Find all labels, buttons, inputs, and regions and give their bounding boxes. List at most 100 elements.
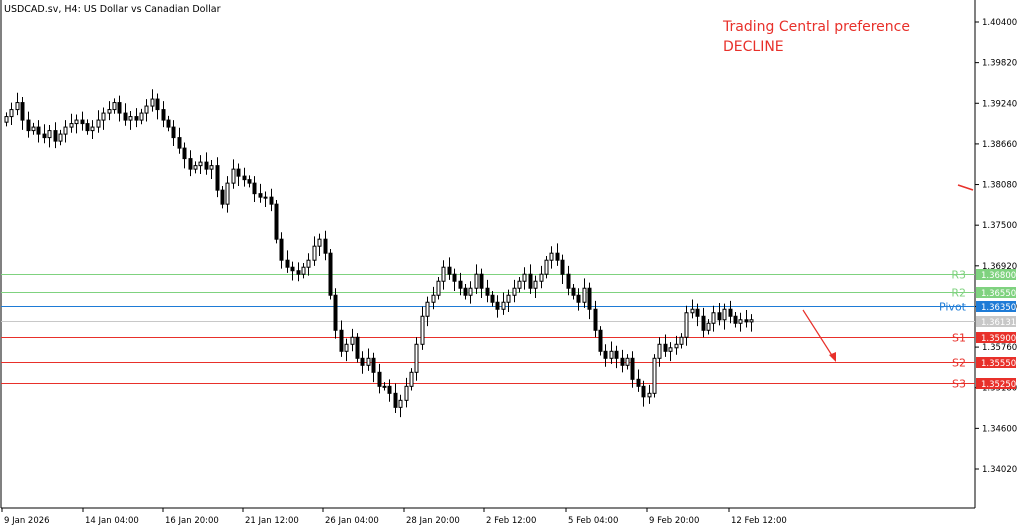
- candle: [587, 282, 592, 320]
- candle: [296, 262, 301, 282]
- level-name-s3: S3: [952, 378, 966, 391]
- candle: [177, 127, 182, 154]
- level-name-s2: S2: [952, 357, 966, 370]
- candle: [42, 124, 47, 144]
- time-axis: 9 Jan 2026 14 Jan 04:00 16 Jan 20:00 21 Jan…: [1, 508, 787, 526]
- candle: [350, 328, 355, 352]
- candle: [571, 284, 576, 300]
- candle: [474, 264, 479, 294]
- candle: [269, 188, 274, 212]
- candle: [20, 96, 25, 130]
- preference-title: Trading Central preference: [722, 19, 910, 35]
- candle: [128, 110, 133, 130]
- candle: [441, 260, 446, 290]
- candle: [620, 349, 625, 373]
- candle: [306, 253, 311, 276]
- candle: [744, 309, 749, 328]
- price-tick-label: 1.34600: [982, 424, 1017, 434]
- level-name-r3: R3: [951, 269, 966, 282]
- candle: [674, 335, 679, 355]
- candle: [182, 142, 187, 169]
- candle: [404, 377, 409, 408]
- candle: [107, 101, 112, 121]
- candle: [236, 163, 241, 186]
- level-price-label: 1.35900: [981, 334, 1016, 344]
- candle: [161, 101, 166, 128]
- preference-direction: DECLINE: [723, 39, 784, 55]
- candle: [85, 119, 90, 135]
- candle: [641, 380, 646, 407]
- time-tick-label: 16 Jan 20:00: [165, 516, 219, 526]
- candle: [706, 319, 711, 335]
- candle: [387, 379, 392, 402]
- candle: [431, 286, 436, 310]
- candle: [544, 256, 549, 279]
- candle: [549, 246, 554, 269]
- level-price-tag: [976, 269, 1016, 280]
- candle: [290, 261, 295, 281]
- level-price-tag: [976, 287, 1016, 298]
- candle: [123, 103, 128, 126]
- candle: [512, 279, 517, 303]
- candle: [150, 89, 155, 112]
- candle: [53, 122, 58, 149]
- level-name-r2: R2: [951, 287, 966, 300]
- candle: [193, 161, 198, 174]
- price-tick-label: 1.38660: [982, 140, 1017, 150]
- candle: [198, 155, 203, 175]
- candle: [695, 303, 700, 327]
- time-tick-label: 14 Jan 04:00: [85, 516, 139, 526]
- candle: [377, 363, 382, 394]
- candle: [684, 305, 689, 346]
- price-tick-label: 1.34020: [982, 465, 1017, 475]
- price-tick-label: 1.39240: [982, 99, 1017, 109]
- candle: [31, 122, 36, 135]
- level-price-label: 1.36550: [981, 289, 1016, 299]
- candle: [657, 337, 662, 367]
- level-name-pivot: Pivot: [939, 301, 967, 314]
- level-price-label: 1.36350: [981, 303, 1016, 313]
- level-price-tag: [976, 378, 1016, 389]
- candle: [285, 250, 290, 273]
- candle: [414, 337, 419, 381]
- candle: [566, 265, 571, 296]
- price-tick-label: 1.38080: [982, 181, 1017, 191]
- candles: [4, 89, 754, 418]
- candle: [479, 268, 484, 299]
- candle: [47, 124, 52, 148]
- time-tick-label: 5 Feb 04:00: [568, 516, 618, 526]
- time-tick-label: 26 Jan 04:00: [325, 516, 379, 526]
- candle: [468, 281, 473, 304]
- candle: [112, 98, 117, 114]
- level-price-tag: [976, 357, 1016, 368]
- candle: [668, 342, 673, 362]
- candle: [425, 296, 430, 327]
- candle: [436, 277, 441, 300]
- symbol-title: USDCAD.sv, H4: US Dollar vs Canadian Dol…: [4, 4, 221, 15]
- candle: [96, 110, 101, 133]
- candle: [652, 354, 657, 398]
- candle: [101, 107, 106, 130]
- candle: [690, 299, 695, 319]
- candle: [215, 157, 220, 198]
- candle: [382, 382, 387, 391]
- candle: [166, 115, 171, 132]
- candle: [733, 312, 738, 328]
- level-price-label: 1.35250: [981, 380, 1016, 390]
- candle: [317, 233, 322, 257]
- candle: [134, 108, 139, 128]
- candle: [555, 243, 560, 266]
- candle: [69, 113, 74, 133]
- candle: [258, 183, 263, 203]
- price-tick-label: 1.37500: [982, 221, 1017, 231]
- candle: [247, 175, 252, 188]
- candle: [63, 120, 68, 143]
- candle: [463, 284, 468, 300]
- candle: [209, 160, 214, 179]
- current-price-tag: [976, 316, 1016, 327]
- candle: [420, 306, 425, 350]
- candle: [204, 152, 209, 175]
- candle: [90, 120, 95, 140]
- candle: [506, 289, 511, 313]
